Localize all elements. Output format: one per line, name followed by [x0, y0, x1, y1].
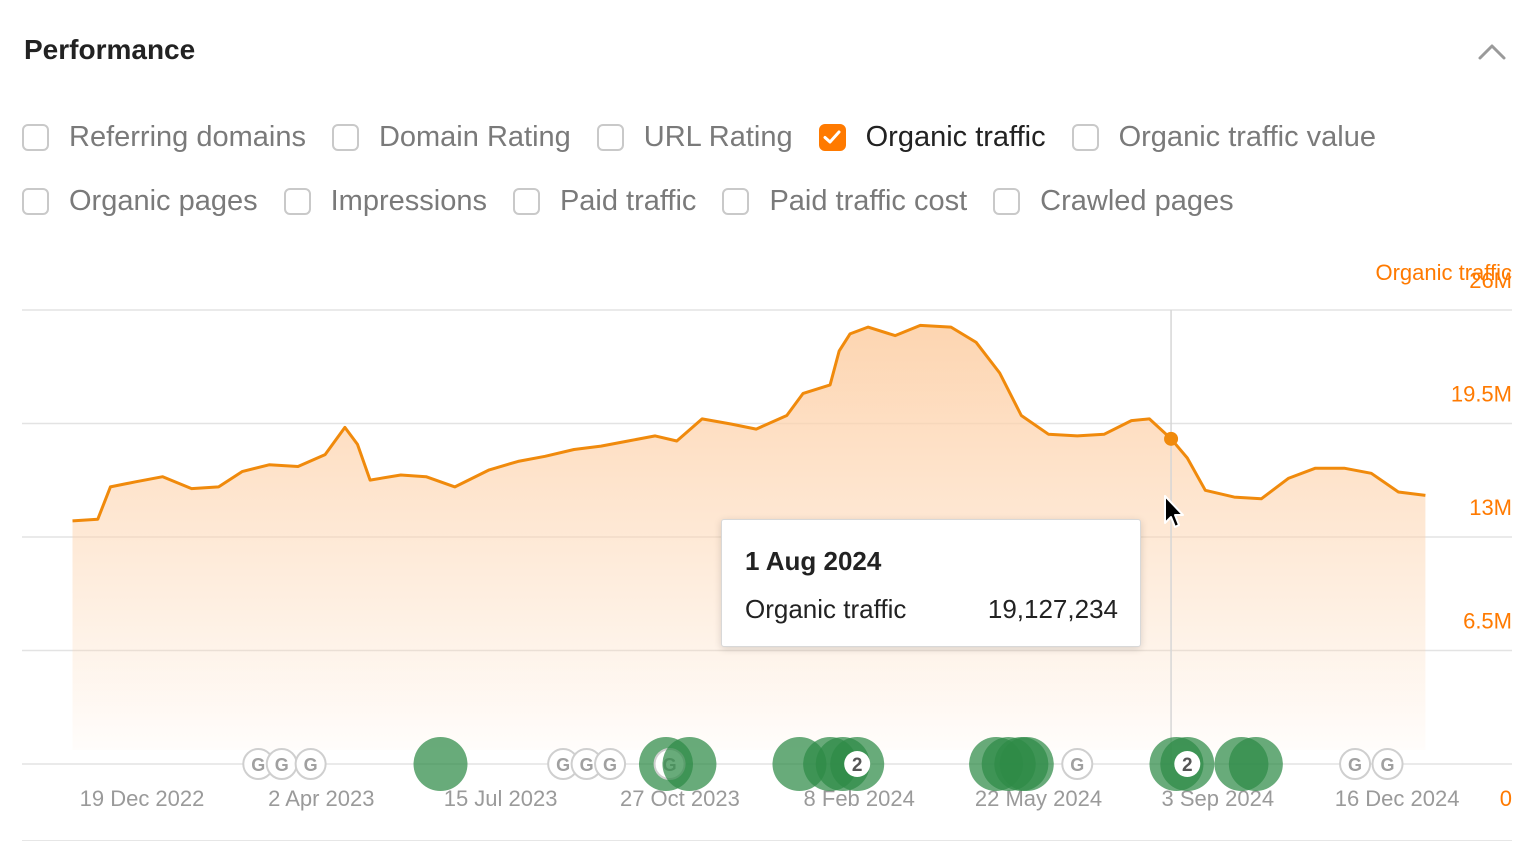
metric-label: Organic pages [69, 184, 258, 217]
collapse-button[interactable] [1474, 34, 1510, 70]
metric-crawled-pages[interactable]: Crawled pages [993, 184, 1234, 218]
annotation-dot [662, 737, 717, 791]
tooltip-value: 19,127,234 [987, 594, 1118, 624]
annotation-count-badge [1174, 751, 1201, 777]
google-marker-ring [294, 748, 327, 780]
google-g-icon: G [275, 755, 289, 775]
x-tick-label: 27 Oct 2023 [620, 786, 740, 811]
google-g-icon: G [1381, 755, 1395, 775]
mouse-pointer-icon [1164, 495, 1184, 528]
metric-label: Impressions [330, 184, 487, 217]
url-rating-checkbox[interactable] [596, 123, 624, 151]
metric-url-rating[interactable]: URL Rating [596, 120, 793, 154]
y-tick-label: 19.5M [1451, 382, 1512, 407]
metric-label: Referring domains [69, 120, 306, 153]
metric-label: Organic traffic [865, 120, 1046, 153]
x-tick-label: 16 Dec 2024 [1335, 786, 1460, 811]
metric-referring-domains[interactable]: Referring domains [22, 121, 306, 154]
x-tick-label: 2 Apr 2023 [268, 786, 374, 811]
metric-organic-traffic[interactable]: Organic traffic [818, 120, 1046, 154]
impressions-checkbox[interactable] [283, 187, 311, 215]
metric-domain-rating[interactable]: Domain Rating [331, 120, 571, 154]
annotation-dot [999, 737, 1054, 791]
tooltip-date: 1 Aug 2024 [745, 546, 882, 576]
organic-traffic-value-checkbox[interactable] [1071, 123, 1099, 151]
annotation-marker[interactable] [413, 737, 468, 791]
metric-label: Crawled pages [1040, 184, 1234, 217]
metric-paid-traffic[interactable]: Paid traffic [512, 184, 697, 218]
metric-row-1: Referring domains Domain Rating URL Rati… [22, 112, 1512, 162]
google-g-icon: G [603, 755, 617, 775]
google-marker-ring [1061, 748, 1094, 780]
organic-pages-checkbox[interactable] [22, 187, 49, 215]
y-tick-label: 0 [1500, 786, 1512, 811]
metric-paid-traffic-cost[interactable]: Paid traffic cost [722, 185, 967, 218]
metric-label: Domain Rating [378, 120, 571, 153]
google-update-marker[interactable]: G [570, 748, 603, 780]
x-tick-label: 15 Jul 2023 [444, 786, 558, 811]
google-update-marker[interactable]: G [294, 748, 327, 780]
metric-organic-traffic-value[interactable]: Organic traffic value [1071, 120, 1376, 154]
annotation-count: 2 [852, 755, 863, 776]
annotation-count-badge [844, 751, 871, 777]
series-line [72, 323, 1426, 523]
annotation-marker[interactable] [999, 737, 1054, 791]
x-tick-label: 19 Dec 2022 [80, 786, 205, 811]
paid-traffic-checkbox[interactable] [512, 187, 540, 215]
section-divider [22, 840, 1512, 841]
google-update-marker[interactable]: G [265, 748, 298, 780]
tooltip-label: Organic traffic [745, 594, 907, 624]
crawled-pages-checkbox[interactable] [993, 187, 1021, 215]
annotation-marker[interactable] [662, 737, 717, 791]
google-g-icon: G [580, 755, 594, 775]
annotation-dot [1228, 737, 1283, 791]
y-tick-label: 6.5M [1463, 609, 1512, 634]
domain-rating-checkbox[interactable] [331, 123, 359, 151]
google-marker-ring [1339, 748, 1372, 780]
annotation-marker[interactable]: 2 [830, 737, 885, 791]
y-axis-title: Organic traffic [1375, 260, 1512, 285]
google-g-icon: G [304, 755, 318, 775]
google-g-icon: G [556, 755, 570, 775]
chevron-up-icon [1478, 44, 1506, 60]
organic-traffic-checkbox[interactable] [818, 123, 846, 151]
metric-label: Paid traffic cost [769, 184, 968, 217]
checkmark-icon [823, 130, 841, 144]
annotation-marker[interactable]: 2 [1160, 737, 1215, 791]
google-update-marker[interactable]: G [1371, 748, 1404, 780]
y-tick-label: 13M [1469, 495, 1512, 520]
metric-impressions[interactable]: Impressions [283, 184, 487, 218]
google-update-marker[interactable]: G [1339, 748, 1372, 780]
metric-organic-pages[interactable]: Organic pages [22, 185, 258, 218]
y-tick-label: 26M [1469, 268, 1512, 293]
annotation-marker[interactable] [1228, 737, 1283, 791]
chart-tooltip: 1 Aug 2024 Organic traffic 19,127,234 [721, 519, 1141, 647]
annotation-count: 2 [1182, 755, 1193, 776]
google-update-marker[interactable]: G [1061, 748, 1094, 780]
paid-traffic-cost-checkbox[interactable] [722, 187, 750, 215]
metric-label: Paid traffic [559, 184, 697, 217]
metric-row-2: Organic pages Impressions Paid traffic P… [22, 176, 1512, 226]
google-update-marker[interactable]: G [242, 748, 275, 780]
google-g-icon: G [251, 755, 265, 775]
hover-point [1164, 431, 1179, 446]
google-g-icon: G [1348, 755, 1362, 775]
metric-label: Organic traffic value [1118, 120, 1376, 153]
google-g-icon: G [1070, 755, 1084, 775]
referring-domains-checkbox[interactable] [22, 123, 49, 151]
page-title: Performance [24, 34, 196, 65]
google-marker-ring [594, 748, 627, 780]
performance-header: Performance [24, 30, 1510, 74]
metric-toggles: Referring domains Domain Rating URL Rati… [22, 112, 1512, 240]
metric-label: URL Rating [643, 120, 793, 153]
google-update-marker[interactable]: G [594, 748, 627, 780]
google-marker-ring [1371, 748, 1404, 780]
annotation-dot [413, 737, 468, 791]
